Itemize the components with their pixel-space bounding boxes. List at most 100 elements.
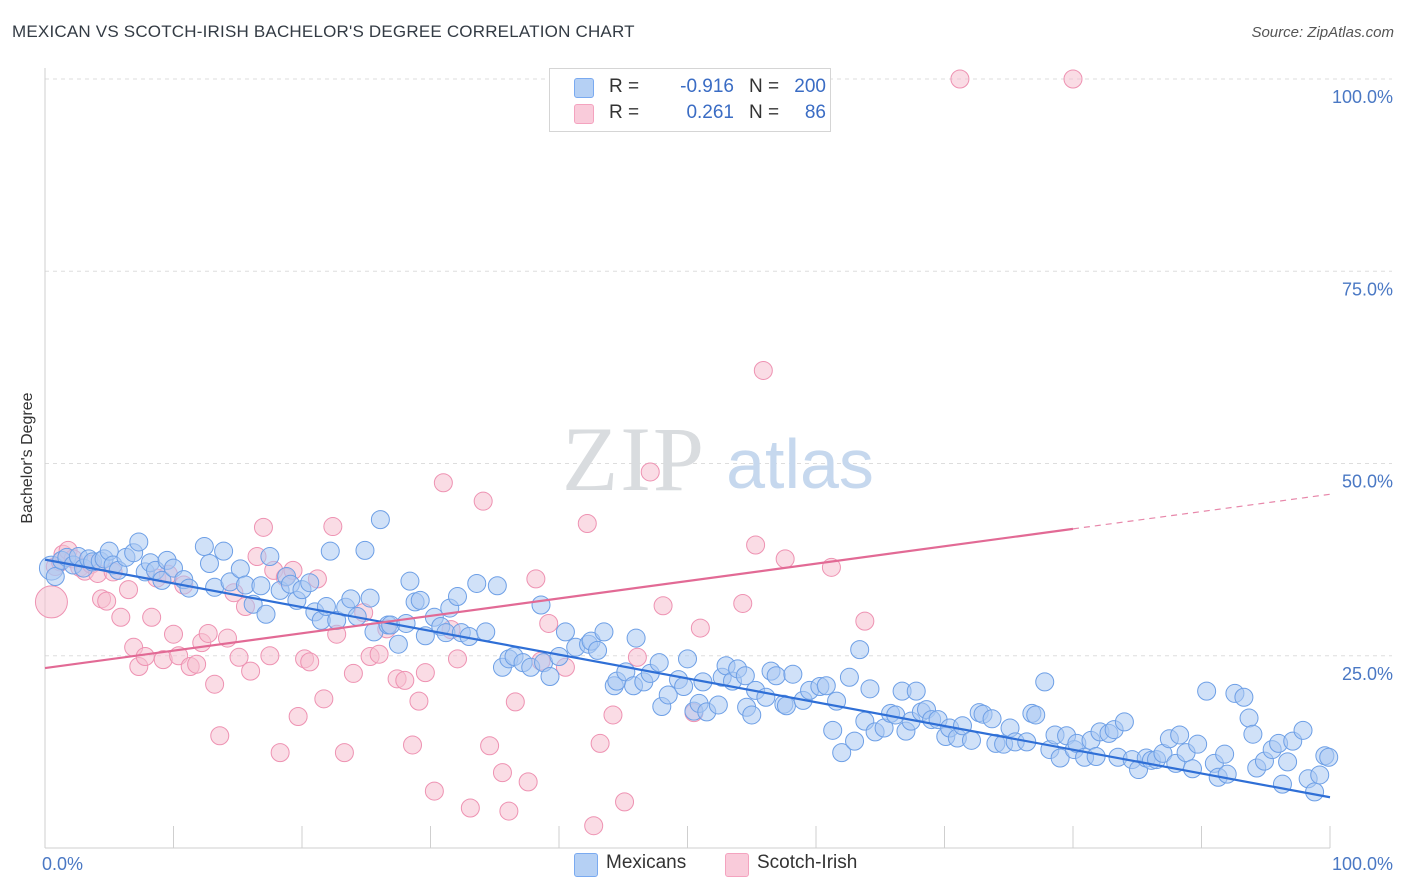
mexicans-point [982,709,1002,729]
mexicans-point [1278,752,1298,772]
mexicans-point [708,695,728,715]
legend-n-value: 86 [804,102,826,123]
mexicans-point [678,649,697,669]
mexicans-point [658,685,678,705]
scotch-irish-point [584,816,604,836]
mexicans-point [370,510,390,530]
scotch-irish-trend-extension [1072,493,1331,530]
scotch-irish-point [135,647,155,667]
legend-r-value: 0.261 [686,102,734,123]
scotch-irish-point [473,491,493,511]
mexicans-point [214,541,234,561]
scotch-irish-point [753,360,773,380]
mexicans-point [850,640,870,660]
scotch-irish-point [480,736,500,756]
mexicans-point [860,679,880,699]
scotch-irish-point [253,517,273,537]
mexicans-point [839,667,859,687]
scotch-irish-point [111,607,131,627]
scotch-irish-point [518,772,538,792]
legend-swatch-pink [574,104,594,124]
mexicans-point [832,743,852,763]
y-tick-label: 75.0% [1342,279,1393,299]
bottom-legend-label: Scotch-Irish [757,852,858,873]
watermark-atlas: atlas [726,425,874,503]
watermark: ZIP atlas [562,408,874,510]
mexicans-point [400,571,420,591]
mexicans-point [1239,708,1259,728]
mexicans-point [1026,705,1046,725]
source-label: Source: ZipAtlas.com [1251,24,1394,41]
stats-legend: R = -0.916 N = 200 R = 0.261 N = 86 [549,68,831,132]
scotch-irish-point [733,593,753,613]
scotch-irish-point [119,580,139,600]
mexicans-point [1170,725,1190,745]
scotch-irish-trend-line [44,527,1074,670]
scotch-irish-point [97,591,117,611]
mexicans-point [649,653,669,673]
mexicans-point [531,595,551,615]
scotch-irish-point [34,585,68,619]
x-tick-label: 0.0% [42,854,83,874]
mexicans-point [1305,782,1325,802]
scotch-irish-point [205,674,225,694]
scotch-irish-point [409,691,429,711]
scotch-irish-point [577,513,597,533]
scotch-irish-point [505,692,525,712]
mexicans-points [38,510,1339,802]
bottom-legend-swatch-pink [725,853,749,877]
mexicans-point [487,576,507,596]
scotch-irish-point [447,649,467,669]
scotch-irish-point [590,733,610,753]
scotch-irish-point [615,792,635,812]
mexicans-point [251,576,271,596]
legend-n-label: N = [749,76,780,97]
scotch-irish-point [288,707,308,727]
mexicans-point [1310,765,1330,785]
mexicans-point [906,681,926,701]
scotch-irish-point [187,654,207,674]
mexicans-point [396,613,416,633]
scotch-irish-point [424,781,444,801]
mexicans-point [476,622,496,642]
scotch-irish-point [403,735,423,755]
axes [44,68,1331,849]
mexicans-point [388,634,408,654]
mexicans-point [467,573,487,593]
mexicans-point [1050,748,1070,768]
legend-r-value: -0.916 [680,76,734,97]
scotch-irish-point [775,549,795,569]
chart-title: MEXICAN VS SCOTCH-IRISH BACHELOR'S DEGRE… [12,22,635,41]
scotch-irish-point [210,726,230,746]
scotch-irish-point [539,613,559,633]
scotch-irish-point [142,607,162,627]
scotch-irish-point [323,517,343,537]
mexicans-point [626,628,646,648]
mexicans-point [594,622,614,642]
scotch-irish-point [300,652,320,672]
bottom-legend-swatch-blue [574,853,598,877]
y-tick-label: 50.0% [1342,472,1393,492]
mexicans-point [129,532,149,552]
legend-n-value: 200 [794,76,826,97]
scotch-irish-point [334,743,354,763]
mexicans-point [447,587,467,607]
mexicans-point [1183,759,1203,779]
bottom-legend-label: Mexicans [606,852,687,873]
mexicans-point [961,730,981,750]
x-tick-label: 100.0% [1332,854,1393,874]
mexicans-point [1293,720,1313,740]
scotch-irish-point [460,798,480,818]
mexicans-point [260,547,280,567]
scotch-irish-point [640,462,660,482]
mexicans-point [742,705,762,725]
scotch-irish-point [433,473,453,493]
scotch-irish-point [603,705,623,725]
mexicans-point [341,589,361,609]
scotch-irish-point [395,670,415,690]
scotch-irish-point [526,569,546,589]
mexicans-point [1086,746,1106,766]
scotch-irish-point [627,647,647,667]
mexicans-point [1188,734,1208,754]
mexicans-point [735,666,755,686]
